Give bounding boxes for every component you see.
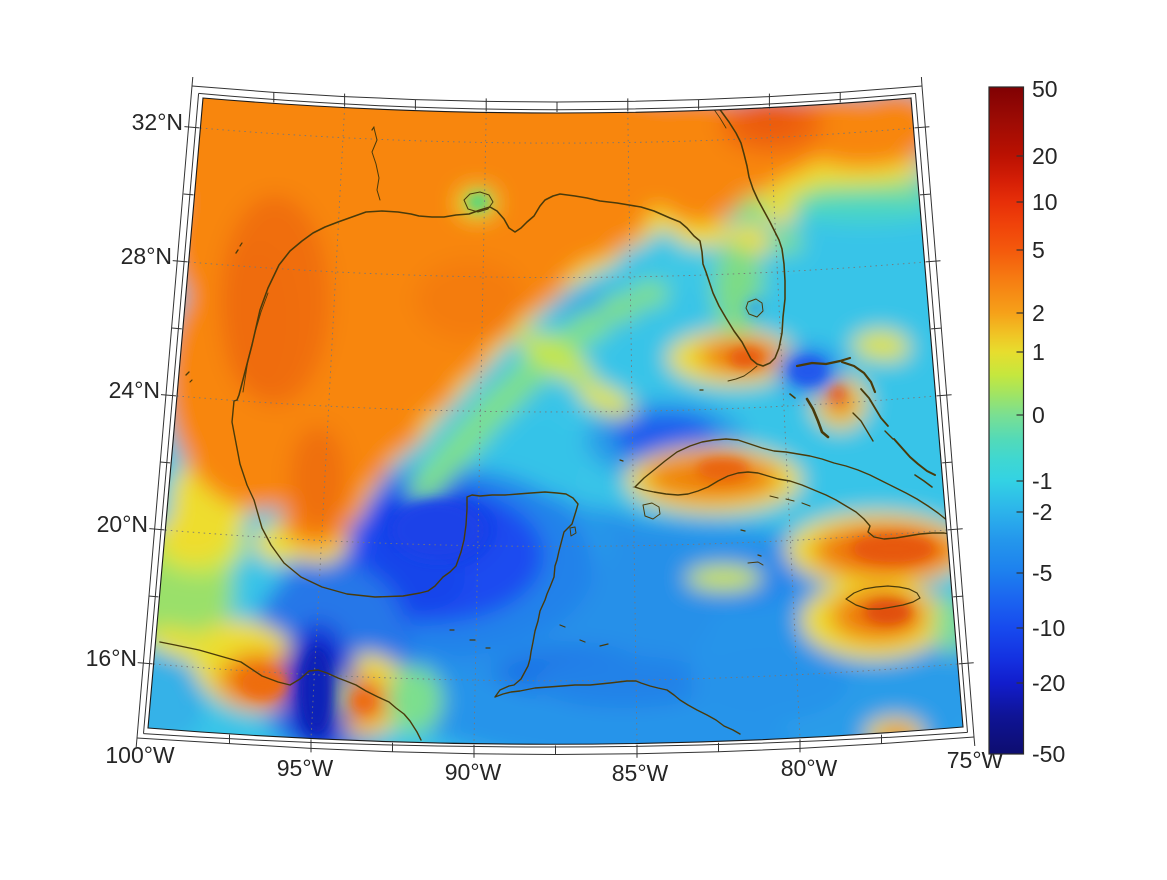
svg-text:-20: -20 <box>1032 670 1065 696</box>
svg-text:0: 0 <box>1032 402 1045 428</box>
svg-text:95°W: 95°W <box>277 755 334 781</box>
svg-text:20°N: 20°N <box>97 511 148 537</box>
svg-text:50: 50 <box>1032 76 1058 102</box>
svg-text:32°N: 32°N <box>132 109 183 135</box>
svg-text:2: 2 <box>1032 300 1045 326</box>
svg-text:1: 1 <box>1032 339 1045 365</box>
svg-text:10: 10 <box>1032 189 1058 215</box>
svg-text:5: 5 <box>1032 237 1045 263</box>
svg-text:16°N: 16°N <box>86 645 137 671</box>
svg-text:-5: -5 <box>1032 560 1052 586</box>
svg-text:85°W: 85°W <box>612 760 669 786</box>
svg-text:24°N: 24°N <box>109 377 160 403</box>
svg-text:28°N: 28°N <box>121 243 172 269</box>
svg-text:-2: -2 <box>1032 499 1052 525</box>
svg-text:100°W: 100°W <box>105 742 175 768</box>
svg-text:-1: -1 <box>1032 468 1052 494</box>
svg-text:-50: -50 <box>1032 741 1065 767</box>
svg-text:-10: -10 <box>1032 615 1065 641</box>
svg-text:20: 20 <box>1032 143 1058 169</box>
svg-text:80°W: 80°W <box>781 755 838 781</box>
svg-text:90°W: 90°W <box>445 759 502 785</box>
